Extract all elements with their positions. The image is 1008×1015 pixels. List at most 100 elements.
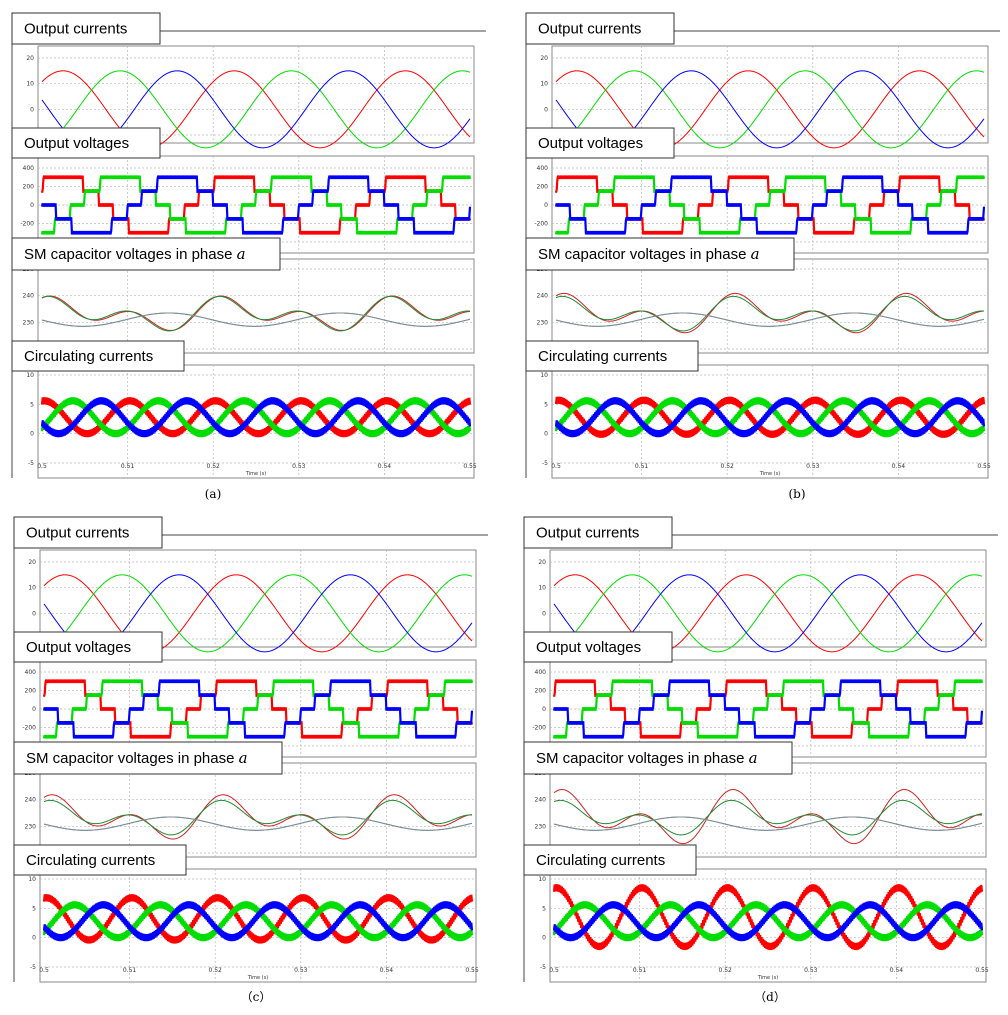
subplot-title-variable: a <box>237 245 246 263</box>
subplot-title-box <box>525 340 699 372</box>
subplot-3: 250240230220SM capacitor voltages in pha… <box>523 741 987 858</box>
plot-area <box>37 258 475 354</box>
plot-area <box>551 364 989 479</box>
series-line-3 <box>42 901 474 942</box>
x-tick-label: 0.51 <box>121 463 135 470</box>
subplot-title: Output voltages <box>24 135 129 152</box>
series-line-4 <box>41 312 471 327</box>
y-tick-label: 240 <box>23 293 35 300</box>
y-tick-label: 0 <box>542 935 546 942</box>
y-tick-label: 20 <box>540 55 548 62</box>
subplot-title-box <box>11 12 161 45</box>
series-line-1 <box>43 574 473 653</box>
y-tick-label: 240 <box>25 797 37 804</box>
subplot-4: 10 5 0 -5 Circulating currents <box>525 340 989 479</box>
subplot-4: 10 5 0 -5 Circulating currents <box>523 844 987 983</box>
subplot-title-variable: a <box>751 245 760 263</box>
y-tick-label: 400 <box>23 165 35 172</box>
y-tick-label: -5 <box>30 964 36 971</box>
y-tick-label: 230 <box>25 823 37 830</box>
x-tick-label: 0.52 <box>721 463 735 470</box>
y-tick-label: -200 <box>534 221 548 228</box>
y-tick-label: -200 <box>22 725 36 732</box>
y-tick-label: 10 <box>538 876 546 883</box>
x-tick-label: 0.5 <box>549 967 559 974</box>
x-tick-label: 0.52 <box>719 967 733 974</box>
y-tick-label: 400 <box>25 669 37 676</box>
plot-area <box>551 45 989 144</box>
x-tick-label: 0.5 <box>551 463 561 470</box>
series-line-4 <box>555 312 985 327</box>
y-tick-label: 0 <box>542 706 546 713</box>
subplot-title-box <box>523 631 673 663</box>
y-tick-label: 200 <box>25 688 37 695</box>
series-line-2 <box>43 574 473 653</box>
subplot-title-box <box>525 12 675 45</box>
series-line-3 <box>40 397 472 438</box>
x-tick-label: 0.53 <box>292 463 306 470</box>
series-line-2 <box>553 799 983 836</box>
subplot-title: SM capacitor voltages in phase a <box>538 245 760 263</box>
y-tick-label: 20 <box>26 55 34 62</box>
x-tick-label: 0.51 <box>635 463 649 470</box>
y-tick-label: 5 <box>542 905 546 912</box>
y-tick-label: 10 <box>26 81 34 88</box>
series-line-3 <box>552 679 984 739</box>
subplot-title-box <box>523 741 793 775</box>
subplot-title-box <box>13 844 187 876</box>
series-line-2 <box>553 574 983 653</box>
panel-caption: (b) <box>788 487 805 501</box>
x-tick-label: 0.54 <box>380 967 394 974</box>
y-tick-label: 0 <box>542 610 546 617</box>
y-tick-label: 5 <box>32 905 36 912</box>
y-tick-label: 0 <box>544 202 548 209</box>
series-line-2 <box>555 70 985 149</box>
y-tick-label: 400 <box>535 669 547 676</box>
series-line-1 <box>42 894 474 944</box>
series-line-1 <box>555 70 985 149</box>
x-tick-label: 0.52 <box>209 967 223 974</box>
y-tick-label: -5 <box>542 460 548 467</box>
y-tick-label: -5 <box>28 460 34 467</box>
plot-area <box>39 549 477 648</box>
plot-area <box>551 258 989 354</box>
subplot-title: Circulating currents <box>536 852 665 869</box>
x-axis-label: Time (s) <box>759 471 780 477</box>
subplot-title: Output voltages <box>538 135 643 152</box>
x-tick-label: 0.51 <box>633 967 647 974</box>
subplot-title: Output voltages <box>536 639 641 656</box>
y-tick-label: 0 <box>30 106 34 113</box>
plot-area <box>549 549 987 648</box>
plot-area <box>549 868 987 983</box>
y-tick-label: 20 <box>538 559 546 566</box>
subplot-title-box <box>523 844 697 876</box>
series-line-1 <box>41 70 471 149</box>
series-line-2 <box>43 799 473 836</box>
y-tick-label: 240 <box>535 797 547 804</box>
y-tick-label: 0 <box>32 610 36 617</box>
x-tick-label: 0.53 <box>806 463 820 470</box>
x-axis-label: Time (s) <box>757 975 778 981</box>
series-line-3 <box>40 175 472 235</box>
y-tick-label: 10 <box>26 372 34 379</box>
y-tick-label: 0 <box>544 106 548 113</box>
x-tick-label: 0.5 <box>39 967 49 974</box>
x-tick-label: 0.55 <box>465 967 479 974</box>
x-tick-label: 0.54 <box>890 967 904 974</box>
subplot-title-box <box>13 741 283 775</box>
panel-caption: （d） <box>754 990 786 1004</box>
plot-area <box>39 762 477 858</box>
x-tick-label: 0.55 <box>975 967 989 974</box>
subplot-4: 10 5 0 -5 Circulating currents <box>13 844 477 983</box>
x-tick-label: 0.53 <box>294 967 308 974</box>
subplot-title-text: SM capacitor voltages in phase <box>24 246 237 263</box>
series-line-3 <box>554 397 986 438</box>
